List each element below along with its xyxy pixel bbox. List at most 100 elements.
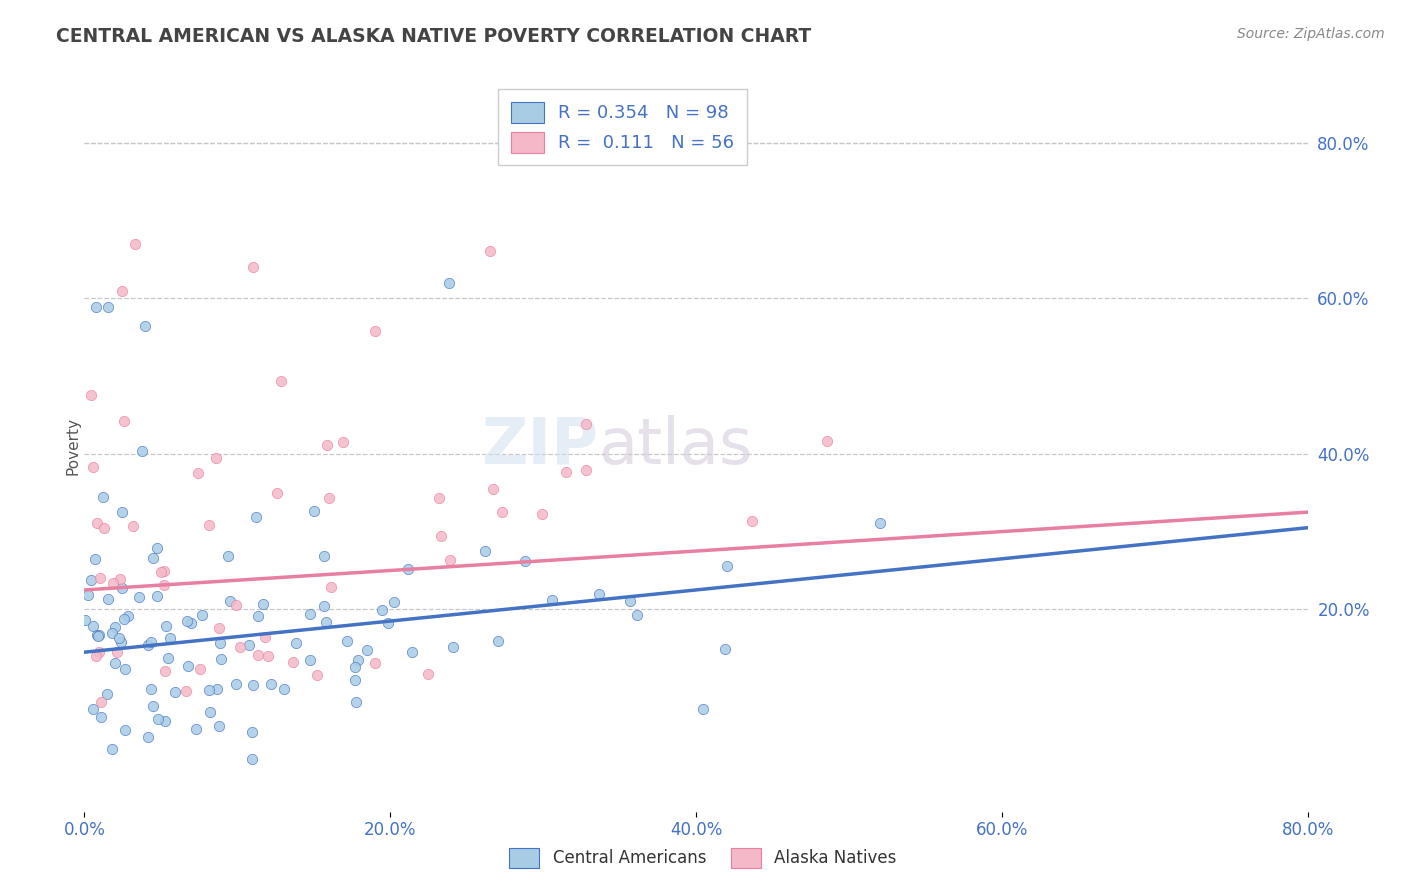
Point bbox=[82, 619, 104, 633]
Point bbox=[110, 581, 132, 595]
Point bbox=[259, 677, 281, 691]
Point bbox=[430, 529, 453, 543]
Point bbox=[205, 451, 228, 466]
Point bbox=[82, 460, 104, 475]
Point bbox=[486, 634, 509, 648]
Point bbox=[142, 698, 165, 713]
Point bbox=[298, 607, 321, 621]
Point bbox=[91, 490, 114, 504]
Point bbox=[575, 463, 598, 477]
Point bbox=[332, 434, 354, 449]
Point bbox=[364, 324, 387, 338]
Point bbox=[75, 613, 97, 627]
Point bbox=[89, 695, 111, 709]
Point bbox=[80, 387, 103, 401]
Point bbox=[97, 591, 120, 606]
Point bbox=[163, 685, 186, 699]
Point bbox=[188, 662, 211, 676]
Point bbox=[302, 504, 325, 518]
Point bbox=[481, 483, 503, 497]
Point bbox=[86, 628, 108, 642]
Point bbox=[266, 486, 288, 500]
Point bbox=[177, 659, 200, 673]
Point bbox=[93, 521, 115, 535]
Point bbox=[315, 615, 337, 629]
Point bbox=[184, 722, 207, 736]
Point bbox=[217, 549, 239, 564]
Point bbox=[626, 607, 648, 622]
Text: Source: ZipAtlas.com: Source: ZipAtlas.com bbox=[1237, 27, 1385, 41]
Point bbox=[198, 705, 221, 719]
Point bbox=[347, 652, 370, 666]
Point bbox=[103, 575, 125, 590]
Point bbox=[114, 662, 136, 676]
Point bbox=[153, 564, 176, 578]
Point bbox=[77, 588, 100, 602]
Point bbox=[209, 636, 232, 650]
Point bbox=[257, 648, 280, 663]
Legend: R = 0.354   N = 98, R =  0.111   N = 56: R = 0.354 N = 98, R = 0.111 N = 56 bbox=[499, 89, 747, 165]
Point bbox=[176, 614, 198, 628]
Point bbox=[384, 595, 406, 609]
Point bbox=[80, 574, 103, 588]
Point bbox=[90, 709, 112, 723]
Point bbox=[242, 678, 264, 692]
Point bbox=[155, 664, 177, 678]
Point bbox=[741, 514, 763, 528]
Point bbox=[124, 237, 146, 252]
Point bbox=[307, 668, 329, 682]
Point bbox=[107, 631, 129, 645]
Point bbox=[318, 491, 340, 505]
Point bbox=[108, 572, 131, 586]
Point bbox=[142, 550, 165, 565]
Point bbox=[105, 645, 128, 659]
Point bbox=[245, 510, 267, 524]
Point bbox=[474, 544, 496, 558]
Point bbox=[111, 505, 134, 519]
Point bbox=[104, 620, 127, 634]
Point bbox=[253, 631, 276, 645]
Point bbox=[218, 594, 240, 608]
Point bbox=[136, 730, 159, 744]
Point bbox=[145, 541, 167, 556]
Point bbox=[270, 374, 292, 388]
Point bbox=[97, 300, 120, 314]
Point bbox=[197, 518, 219, 533]
Point bbox=[131, 444, 153, 458]
Point bbox=[229, 640, 252, 655]
Point bbox=[401, 645, 423, 659]
Point bbox=[139, 634, 162, 648]
Point bbox=[356, 642, 378, 657]
Point bbox=[208, 719, 231, 733]
Point bbox=[198, 683, 221, 698]
Point bbox=[299, 653, 322, 667]
Point bbox=[122, 519, 145, 533]
Point bbox=[554, 466, 576, 480]
Point bbox=[513, 553, 536, 567]
Point bbox=[869, 516, 891, 530]
Point bbox=[96, 687, 118, 701]
Point bbox=[312, 599, 335, 614]
Point bbox=[155, 618, 177, 632]
Point bbox=[240, 752, 263, 766]
Point bbox=[208, 621, 231, 635]
Point bbox=[136, 639, 159, 653]
Point bbox=[692, 702, 714, 716]
Point bbox=[86, 648, 108, 663]
Point bbox=[344, 660, 367, 674]
Point bbox=[117, 608, 139, 623]
Point bbox=[273, 681, 295, 696]
Point bbox=[284, 635, 307, 649]
Point bbox=[314, 549, 336, 563]
Point bbox=[815, 434, 838, 448]
Point bbox=[225, 599, 247, 613]
Point bbox=[396, 561, 419, 575]
Point bbox=[101, 626, 124, 640]
Point bbox=[491, 505, 513, 519]
Point bbox=[104, 656, 127, 670]
Point bbox=[427, 491, 450, 505]
Point bbox=[86, 300, 108, 314]
Y-axis label: Poverty: Poverty bbox=[66, 417, 80, 475]
Point bbox=[114, 723, 136, 738]
Point bbox=[209, 651, 232, 665]
